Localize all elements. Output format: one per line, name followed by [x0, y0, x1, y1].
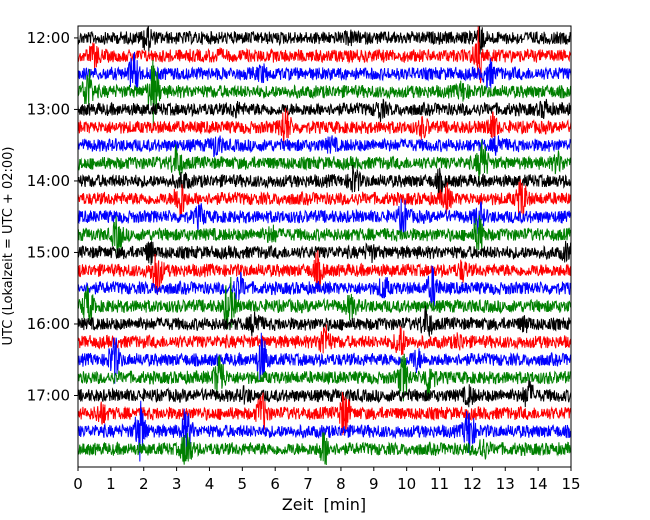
x-axis-label: Zeit [min] [282, 495, 366, 514]
trace-line-1400 [78, 164, 571, 196]
x-tick-label: 2 [139, 475, 149, 493]
trace-line-1630 [78, 332, 571, 384]
x-tick-label: 14 [529, 475, 548, 493]
y-tick-label: 13:00 [27, 100, 70, 118]
y-tick-label: 14:00 [27, 172, 70, 190]
x-tick-label: 9 [369, 475, 379, 493]
trace-line-1745 [78, 432, 571, 465]
trace-line-1430 [78, 198, 571, 235]
trace-line-1515 [78, 250, 571, 295]
x-tick-label: 3 [172, 475, 182, 493]
x-tick-label: 5 [238, 475, 248, 493]
x-tick-label: 10 [397, 475, 416, 493]
x-tick-label: 8 [336, 475, 346, 493]
y-tick-label: 15:00 [27, 243, 70, 261]
x-tick-label: 0 [73, 475, 83, 493]
x-tick-label: 13 [496, 475, 515, 493]
trace-line-1545 [78, 277, 571, 330]
trace-line-1500 [78, 240, 571, 266]
trace-line-1700 [78, 379, 571, 408]
y-tick-label: 12:00 [27, 29, 70, 47]
trace-line-1715 [78, 392, 571, 436]
y-tick-label: 16:00 [27, 315, 70, 333]
y-axis-label: UTC (Lokalzeit = UTC + 02:00) [1, 147, 16, 346]
x-tick-label: 6 [270, 475, 280, 493]
trace-line-1345 [78, 139, 571, 182]
trace-line-1200 [78, 26, 571, 58]
trace-line-1230 [78, 51, 571, 91]
x-tick-label: 11 [430, 475, 449, 493]
trace-line-1330 [78, 135, 571, 158]
trace-line-1615 [78, 324, 571, 356]
trace-line-1300 [78, 98, 571, 122]
trace-line-1245 [78, 60, 571, 126]
x-tick-label: 15 [561, 475, 580, 493]
trace-line-1530 [78, 264, 571, 307]
x-tick-label: 1 [106, 475, 116, 493]
trace-line-1600 [78, 305, 571, 337]
y-tick-label: 17:00 [27, 386, 70, 404]
x-tick-label: 12 [463, 475, 482, 493]
plot-frame [77, 25, 572, 468]
trace-line-1315 [78, 107, 571, 144]
y-axis: 12:00 13:00 14:00 15:00 16:00 17:00 [27, 29, 78, 404]
trace-line-1645 [78, 353, 571, 402]
trace-line-1415 [78, 179, 571, 221]
x-axis: 0 1 2 3 4 5 6 7 8 9 10 11 12 13 14 15 [73, 467, 581, 493]
x-tick-label: 4 [205, 475, 215, 493]
x-tick-label: 7 [303, 475, 313, 493]
trace-line-1445 [78, 215, 571, 254]
trace-line-1730 [78, 400, 571, 462]
trace-line-1215 [78, 26, 571, 84]
trace-group [78, 26, 571, 465]
